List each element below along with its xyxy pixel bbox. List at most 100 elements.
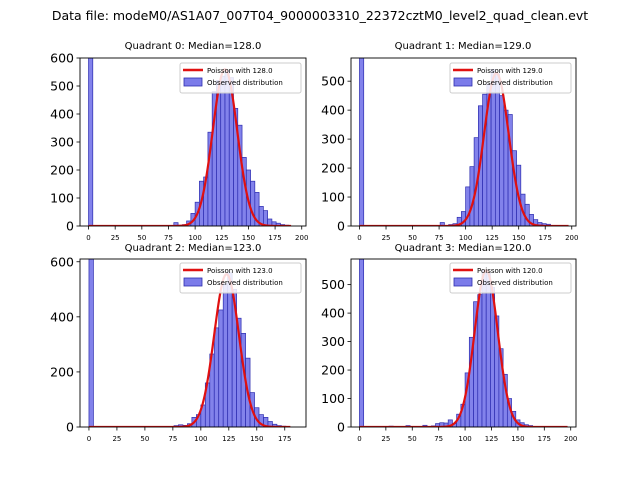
x-tick-label: 100 <box>188 234 201 242</box>
histogram-bar <box>222 283 229 427</box>
y-tick-label: 300 <box>321 334 345 349</box>
x-tick-label: 100 <box>459 234 472 242</box>
x-tick-label: 125 <box>215 234 228 242</box>
x-tick-label: 100 <box>458 435 471 443</box>
legend: Poisson with 128.0 Observed distribution <box>179 62 302 94</box>
legend: Poisson with 123.0 Observed distribution <box>179 262 302 294</box>
y-tick-label: 200 <box>321 161 345 176</box>
legend-box <box>179 62 302 94</box>
panel-title: Quadrant 0: Median=128.0 <box>125 41 262 52</box>
legend-hist-swatch <box>453 277 473 287</box>
y-tick-label: 100 <box>321 391 345 406</box>
axes-frame <box>350 57 577 227</box>
x-tick-label: 175 <box>278 435 291 443</box>
y-tick-label: 300 <box>321 132 345 147</box>
x-tick-label: 150 <box>250 435 263 443</box>
x-tick-label: 150 <box>512 234 525 242</box>
histogram-bar <box>439 222 445 226</box>
poisson-fit-line <box>359 269 568 427</box>
x-tick-label: 0 <box>87 435 91 443</box>
y-tick-label: 500 <box>50 79 74 94</box>
panel-title: Quadrant 3: Median=120.0 <box>395 243 532 254</box>
y-tick-label: 0 <box>337 420 345 435</box>
x-tick-label: 75 <box>164 234 173 242</box>
histogram-bar <box>494 73 500 226</box>
histogram-bar <box>477 294 483 427</box>
poisson-fit-line <box>88 68 292 226</box>
y-tick-label: 100 <box>50 191 74 206</box>
x-tick-label: 125 <box>222 435 235 443</box>
x-tick-label: 200 <box>565 234 578 242</box>
y-tick-label: 600 <box>50 51 74 66</box>
legend-hist-swatch <box>183 77 203 87</box>
axes-frame <box>79 258 307 428</box>
x-tick-label: 25 <box>381 435 390 443</box>
panel-quadrant-0: Quadrant 0: Median=128.0 0 25 50 75 100 125 15… <box>50 41 308 242</box>
x-tick-label: 0 <box>86 234 90 242</box>
x-tick-label: 75 <box>434 435 443 443</box>
y-tick-label: 0 <box>337 219 345 234</box>
y-tick-label: 500 <box>321 74 345 89</box>
x-tick-label: 125 <box>485 234 498 242</box>
legend-fit-label: Poisson with 128.0 <box>207 67 273 75</box>
x-tick-label: 75 <box>168 435 177 443</box>
legend-hist-swatch <box>183 277 203 287</box>
x-tick-label: 125 <box>485 435 498 443</box>
x-tick-label: 0 <box>357 234 361 242</box>
histogram-bars <box>88 259 287 427</box>
panel-title: Quadrant 2: Median=123.0 <box>125 243 262 254</box>
y-tick-label: 0 <box>66 420 74 435</box>
y-tick-label: 400 <box>321 103 345 118</box>
x-tick-label: 25 <box>382 234 391 242</box>
y-tick-label: 200 <box>321 363 345 378</box>
legend-hist-label: Observed distribution <box>207 79 283 87</box>
legend-box <box>179 262 302 294</box>
y-tick-label: 400 <box>321 306 345 321</box>
suptitle: Data file: modeM0/AS1A07_007T04_90000033… <box>52 8 588 23</box>
legend-hist-label: Observed distribution <box>207 279 283 287</box>
y-tick-label: 400 <box>50 309 74 324</box>
plot-area: 0 25 50 75 100 125 150 175 200 0 100 200 300 400 500 60… <box>50 51 308 243</box>
x-tick-label: 0 <box>357 435 361 443</box>
x-tick-label: 50 <box>408 435 417 443</box>
x-tick-label: 175 <box>539 234 552 242</box>
histogram-bar <box>485 272 491 427</box>
histogram-bar <box>213 327 220 427</box>
x-tick-label: 150 <box>511 435 524 443</box>
legend-box <box>449 62 572 94</box>
histogram-bar <box>481 270 487 427</box>
y-tick-label: 200 <box>50 163 74 178</box>
histogram-bar <box>250 180 256 226</box>
poisson-fit-line <box>359 71 569 226</box>
x-tick-label: 50 <box>140 435 149 443</box>
histogram-bar <box>499 95 505 226</box>
y-tick-label: 0 <box>66 219 74 234</box>
histogram-bar <box>359 259 365 427</box>
x-tick-label: 175 <box>268 234 281 242</box>
legend-fit-label: Poisson with 120.0 <box>477 267 543 275</box>
plot-area: 0 25 50 75 100 125 150 175 0 200 400 600 <box>50 254 307 443</box>
y-tick-label: 400 <box>50 107 74 122</box>
x-tick-label: 25 <box>112 435 121 443</box>
legend: Poisson with 129.0 Observed distribution <box>449 62 572 94</box>
histogram-bar <box>359 58 365 226</box>
panel-quadrant-2: Quadrant 2: Median=123.0 0 25 50 75 100 125 15… <box>50 243 307 443</box>
panel-title: Quadrant 1: Median=129.0 <box>395 41 532 52</box>
y-tick-label: 200 <box>50 364 74 379</box>
x-tick-label: 175 <box>538 435 551 443</box>
plot-area: 0 25 50 75 100 125 150 175 200 0 100 200 300 400 500 <box>321 258 577 443</box>
axes-frame <box>350 258 577 428</box>
panel-quadrant-1: Quadrant 1: Median=129.0 0 25 50 75 100 125 15… <box>321 41 578 242</box>
y-tick-label: 300 <box>50 135 74 150</box>
legend-hist-label: Observed distribution <box>477 279 553 287</box>
panel-quadrant-3: Quadrant 3: Median=120.0 0 25 50 75 100 125 15… <box>321 243 577 443</box>
y-tick-label: 600 <box>50 254 74 269</box>
legend-box <box>449 262 572 294</box>
y-tick-label: 100 <box>321 190 345 205</box>
histogram-bar <box>227 272 233 427</box>
histogram-bar <box>220 75 226 226</box>
histogram-bar <box>88 259 94 427</box>
x-tick-label: 25 <box>111 234 120 242</box>
x-tick-label: 200 <box>295 234 308 242</box>
